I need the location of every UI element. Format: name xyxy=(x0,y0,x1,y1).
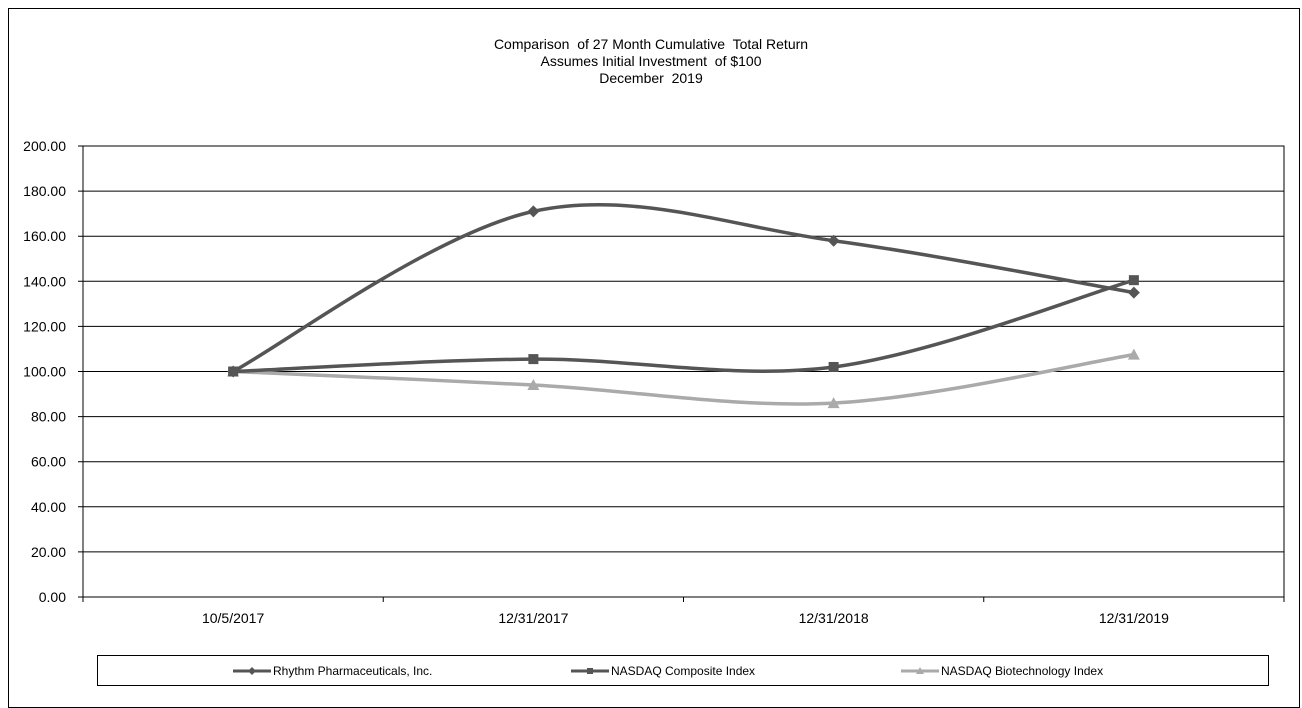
legend-item: NASDAQ Biotechnology Index xyxy=(901,662,1103,680)
data-point xyxy=(827,234,840,247)
y-tick-label: 20.00 xyxy=(31,544,66,560)
x-tick-label: 12/31/2017 xyxy=(498,610,568,626)
y-tick-label: 100.00 xyxy=(23,364,66,380)
y-tick-label: 180.00 xyxy=(23,183,66,199)
legend-label: NASDAQ Composite Index xyxy=(611,664,756,678)
series-line xyxy=(232,202,1135,374)
data-point xyxy=(1128,275,1139,286)
legend-marker xyxy=(248,667,256,675)
data-point xyxy=(1127,286,1140,299)
chart-title: Comparison of 27 Month Cumulative Total … xyxy=(0,36,1302,87)
legend-swatch xyxy=(901,667,939,674)
series-line xyxy=(233,352,1135,406)
y-tick-label: 60.00 xyxy=(31,454,66,470)
y-tick-label: 140.00 xyxy=(23,273,66,289)
y-tick-label: 200.00 xyxy=(23,138,66,154)
legend-label: Rhythm Pharmaceuticals, Inc. xyxy=(273,664,433,678)
series-line xyxy=(233,278,1135,374)
legend-marker xyxy=(916,667,924,674)
data-point xyxy=(1127,348,1140,360)
data-point xyxy=(527,205,540,218)
legend-label: NASDAQ Biotechnology Index xyxy=(941,664,1104,678)
legend-marker xyxy=(587,668,593,674)
chart-title-line-2: Assumes Initial Investment of $100 xyxy=(540,53,762,69)
x-tick-label: 10/5/2017 xyxy=(202,610,264,626)
data-point xyxy=(828,361,839,372)
y-tick-label: 160.00 xyxy=(23,228,66,244)
y-tick-label: 40.00 xyxy=(31,499,66,515)
x-tick-label: 12/31/2018 xyxy=(799,610,869,626)
data-point xyxy=(528,354,539,365)
legend-item: NASDAQ Composite Index xyxy=(571,662,755,680)
y-tick-label: 120.00 xyxy=(23,318,66,334)
line-chart: 0.00 20.00 40.00 60.00 80.00 100.00 120.00 140.… xyxy=(23,138,1285,626)
y-tick-label: 80.00 xyxy=(31,409,66,425)
y-tick-label: 0.00 xyxy=(39,589,66,605)
data-point xyxy=(227,365,240,378)
chart-title-line-3: December 2019 xyxy=(599,70,703,86)
data-point xyxy=(827,397,840,409)
chart-legend: Rhythm Pharmaceuticals, Inc. NASDAQ Compo… xyxy=(97,655,1269,686)
x-tick-label: 12/31/2019 xyxy=(1099,610,1169,626)
data-point xyxy=(527,379,540,391)
legend-swatch xyxy=(571,668,609,674)
chart-title-line-1: Comparison of 27 Month Cumulative Total … xyxy=(493,36,809,52)
legend-item: Rhythm Pharmaceuticals, Inc. xyxy=(233,662,432,680)
legend-swatch xyxy=(233,667,271,675)
